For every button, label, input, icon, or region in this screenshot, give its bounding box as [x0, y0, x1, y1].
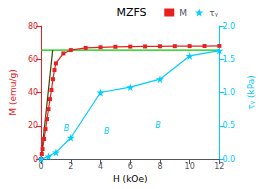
svg-text:80: 80 — [28, 22, 38, 31]
svg-text:0.0: 0.0 — [222, 154, 236, 164]
svg-text:B: B — [104, 127, 110, 136]
svg-text:H (kOe): H (kOe) — [113, 174, 147, 184]
svg-text:2: 2 — [68, 162, 73, 171]
svg-text:8: 8 — [157, 162, 162, 171]
svg-text:1.0: 1.0 — [222, 88, 235, 97]
svg-text:τᵧ: τᵧ — [209, 8, 218, 18]
svg-text:B: B — [64, 124, 70, 133]
svg-text:B: B — [155, 121, 161, 130]
svg-text:0: 0 — [33, 155, 38, 164]
svg-text:M (emu/g): M (emu/g) — [8, 69, 18, 115]
svg-text:1.5: 1.5 — [222, 55, 235, 64]
svg-text:τᵧ (kPa): τᵧ (kPa) — [246, 75, 256, 109]
svg-text:0.5: 0.5 — [222, 121, 235, 130]
svg-text:60: 60 — [28, 55, 38, 64]
svg-text:12: 12 — [214, 162, 224, 171]
svg-text:40: 40 — [28, 88, 38, 97]
svg-text:20: 20 — [28, 121, 38, 130]
svg-text:0: 0 — [39, 162, 44, 171]
svg-text:10: 10 — [185, 162, 195, 171]
svg-text:M: M — [179, 8, 187, 18]
svg-text:4: 4 — [98, 162, 103, 171]
svg-text:6: 6 — [128, 162, 133, 171]
svg-text:2.0: 2.0 — [222, 22, 235, 31]
svg-text:MZFS: MZFS — [116, 6, 146, 19]
